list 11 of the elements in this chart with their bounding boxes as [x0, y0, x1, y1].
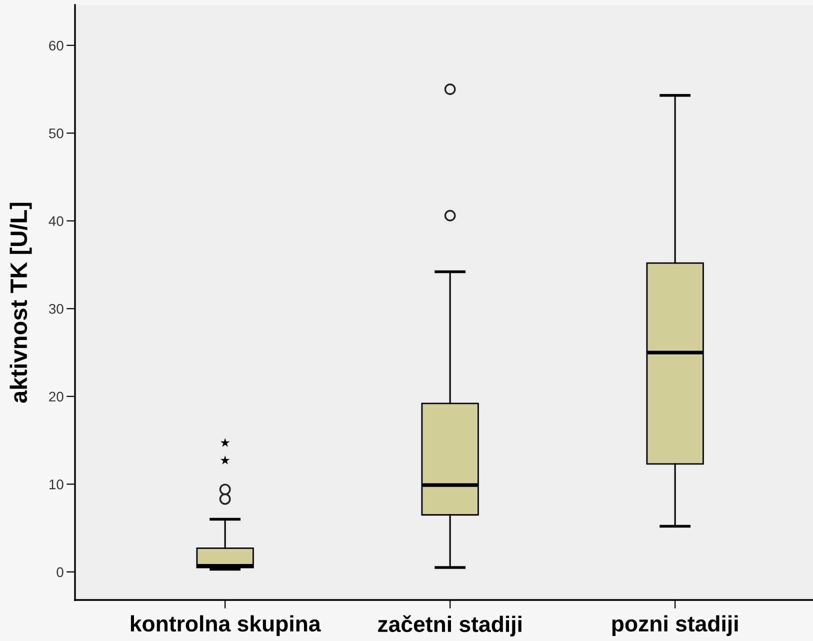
y-tick-label: 10 — [50, 479, 64, 490]
y-tick-label: 60 — [49, 40, 64, 51]
x-tick-label: kontrolna skupina — [130, 615, 321, 636]
y-tick-label: 0 — [56, 567, 64, 578]
y-tick-label: 40 — [48, 216, 64, 226]
x-tick-label: začetni stadiji — [378, 615, 522, 636]
y-tick-label: 30 — [48, 304, 64, 314]
y-tick-label: 20 — [49, 392, 64, 402]
x-tick-label: pozni stadiji — [612, 615, 738, 636]
y-tick-label: 50 — [48, 128, 64, 138]
y-axis-title: aktivnost TK [U/L] — [10, 202, 32, 403]
